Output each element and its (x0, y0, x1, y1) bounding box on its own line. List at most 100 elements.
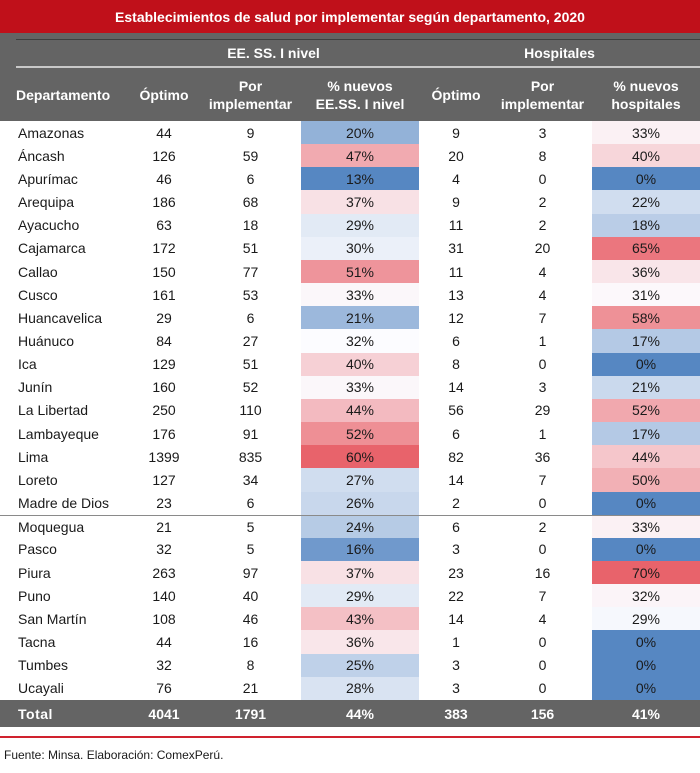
pct-hospitales-cell: 40% (592, 144, 700, 168)
optimo-eess-cell: 160 (152, 379, 176, 396)
por-implementar-eess-cell: 6 (246, 495, 255, 512)
optimo-eess-cell: 263 (152, 564, 176, 581)
department-cell: Tumbes (18, 657, 69, 674)
table-row: Apurímac 46 6 13% 4 0 0% (0, 167, 700, 191)
table-row: Moquegua 21 5 24% 6 2 33% (0, 514, 700, 538)
optimo-hospitales-cell: 6 (452, 332, 460, 349)
department-cell: Madre de Dios (18, 495, 110, 512)
pct-eess-cell: 33% (301, 283, 419, 307)
table-title: Establecimientos de salud por implementa… (0, 0, 700, 33)
optimo-hospitales-cell: 56 (448, 402, 464, 419)
por-implementar-eess-cell: 27 (242, 332, 259, 349)
table-row: Junín 160 52 33% 14 3 21% (0, 375, 700, 399)
pct-hospitales-cell: 50% (592, 468, 700, 492)
table-row: Cajamarca 172 51 30% 31 20 65% (0, 236, 700, 260)
pct-eess-cell: 26% (301, 491, 419, 515)
pct-eess-cell: 37% (301, 560, 419, 585)
optimo-eess-cell: 1399 (148, 448, 180, 465)
por-implementar-eess-cell: 21 (242, 680, 259, 697)
header-divider-top (16, 39, 700, 40)
pct-eess-cell: 36% (301, 630, 419, 654)
total-pct-hospitales: 41% (631, 705, 661, 722)
optimo-hospitales-cell: 9 (452, 124, 460, 141)
por-implementar-hospitales-cell: 3 (538, 379, 547, 396)
table-row: Callao 150 77 51% 11 4 36% (0, 259, 700, 284)
optimo-hospitales-cell: 9 (452, 194, 460, 211)
por-implementar-eess-cell: 5 (246, 518, 255, 535)
pct-eess-cell: 37% (301, 190, 419, 214)
por-implementar-hospitales-cell: 36 (534, 448, 551, 465)
pct-hospitales-cell: 31% (592, 283, 700, 307)
optimo-eess-cell: 250 (152, 402, 176, 419)
col-header-por-implementar-eess: Por implementar (208, 78, 293, 112)
por-implementar-hospitales-cell: 20 (534, 240, 551, 257)
por-implementar-hospitales-cell: 0 (538, 541, 547, 558)
table-row: Huánuco 84 27 32% 6 1 17% (0, 329, 700, 353)
total-row: Total 4041 1791 44% 383 156 41% (0, 700, 700, 727)
pct-eess-cell: 20% (301, 121, 419, 145)
footer-rule (0, 736, 700, 738)
optimo-hospitales-cell: 2 (452, 495, 460, 512)
optimo-eess-cell: 84 (156, 332, 172, 349)
optimo-eess-cell: 129 (152, 356, 176, 373)
por-implementar-eess-cell: 110 (239, 402, 262, 419)
optimo-eess-cell: 21 (156, 518, 172, 535)
por-implementar-hospitales-cell: 4 (538, 610, 547, 627)
pct-eess-cell: 51% (301, 259, 419, 284)
por-implementar-eess-cell: 34 (242, 471, 259, 488)
pct-hospitales-cell: 0% (592, 491, 700, 515)
total-label: Total (18, 705, 53, 722)
por-implementar-hospitales-cell: 2 (538, 518, 547, 535)
optimo-eess-cell: 44 (156, 124, 172, 141)
por-implementar-eess-cell: 9 (246, 124, 255, 141)
por-implementar-hospitales-cell: 2 (538, 217, 547, 234)
optimo-hospitales-cell: 14 (448, 610, 464, 627)
department-cell: Moquegua (18, 518, 85, 535)
optimo-hospitales-cell: 23 (448, 564, 464, 581)
optimo-hospitales-cell: 3 (452, 541, 460, 558)
table-row: Pasco 32 5 16% 3 0 0% (0, 537, 700, 561)
department-cell: Amazonas (18, 124, 85, 141)
pct-hospitales-cell: 0% (592, 676, 700, 700)
optimo-hospitales-cell: 1 (452, 634, 460, 651)
por-implementar-hospitales-cell: 7 (538, 587, 547, 604)
optimo-hospitales-cell: 6 (452, 425, 460, 442)
por-implementar-eess-cell: 51 (242, 356, 259, 373)
col-header-pct-eess: % nuevos EE.SS. I nivel (315, 78, 405, 112)
optimo-eess-cell: 44 (156, 634, 172, 651)
pct-hospitales-cell: 29% (592, 607, 700, 631)
por-implementar-hospitales-cell: 3 (538, 124, 547, 141)
table-row: San Martín 108 46 43% 14 4 29% (0, 607, 700, 631)
department-cell: Tacna (18, 634, 56, 651)
por-implementar-eess-cell: 53 (242, 286, 259, 303)
por-implementar-hospitales-cell: 1 (538, 425, 547, 442)
pct-eess-cell: 43% (301, 607, 419, 631)
pct-eess-cell: 24% (301, 515, 419, 538)
pct-eess-cell: 33% (301, 375, 419, 399)
pct-hospitales-cell: 44% (592, 445, 700, 469)
pct-hospitales-cell: 18% (592, 213, 700, 237)
group-label-hospitales: Hospitales (524, 45, 595, 61)
por-implementar-hospitales-cell: 0 (538, 657, 547, 674)
table-row: Arequipa 186 68 37% 9 2 22% (0, 190, 700, 214)
pct-eess-cell: 25% (301, 653, 419, 677)
department-cell: La Libertad (18, 402, 89, 419)
pct-hospitales-cell: 70% (592, 560, 700, 585)
optimo-eess-cell: 46 (156, 170, 172, 187)
por-implementar-eess-cell: 52 (242, 379, 259, 396)
por-implementar-eess-cell: 59 (242, 147, 259, 164)
pct-hospitales-cell: 22% (592, 190, 700, 214)
department-cell: Huánuco (18, 332, 75, 349)
pct-eess-cell: 30% (301, 236, 419, 260)
col-header-pct-hospitales: % nuevos hospitales (611, 78, 681, 112)
por-implementar-eess-cell: 77 (242, 263, 259, 280)
por-implementar-eess-cell: 835 (238, 448, 263, 465)
pct-eess-cell: 29% (301, 584, 419, 608)
pct-eess-cell: 21% (301, 306, 419, 330)
optimo-eess-cell: 32 (156, 657, 172, 674)
pct-eess-cell: 60% (301, 445, 419, 469)
por-implementar-hospitales-cell: 4 (538, 263, 547, 280)
optimo-hospitales-cell: 20 (448, 147, 464, 164)
optimo-hospitales-cell: 14 (448, 379, 464, 396)
table-row: Ucayali 76 21 28% 3 0 0% (0, 676, 700, 700)
